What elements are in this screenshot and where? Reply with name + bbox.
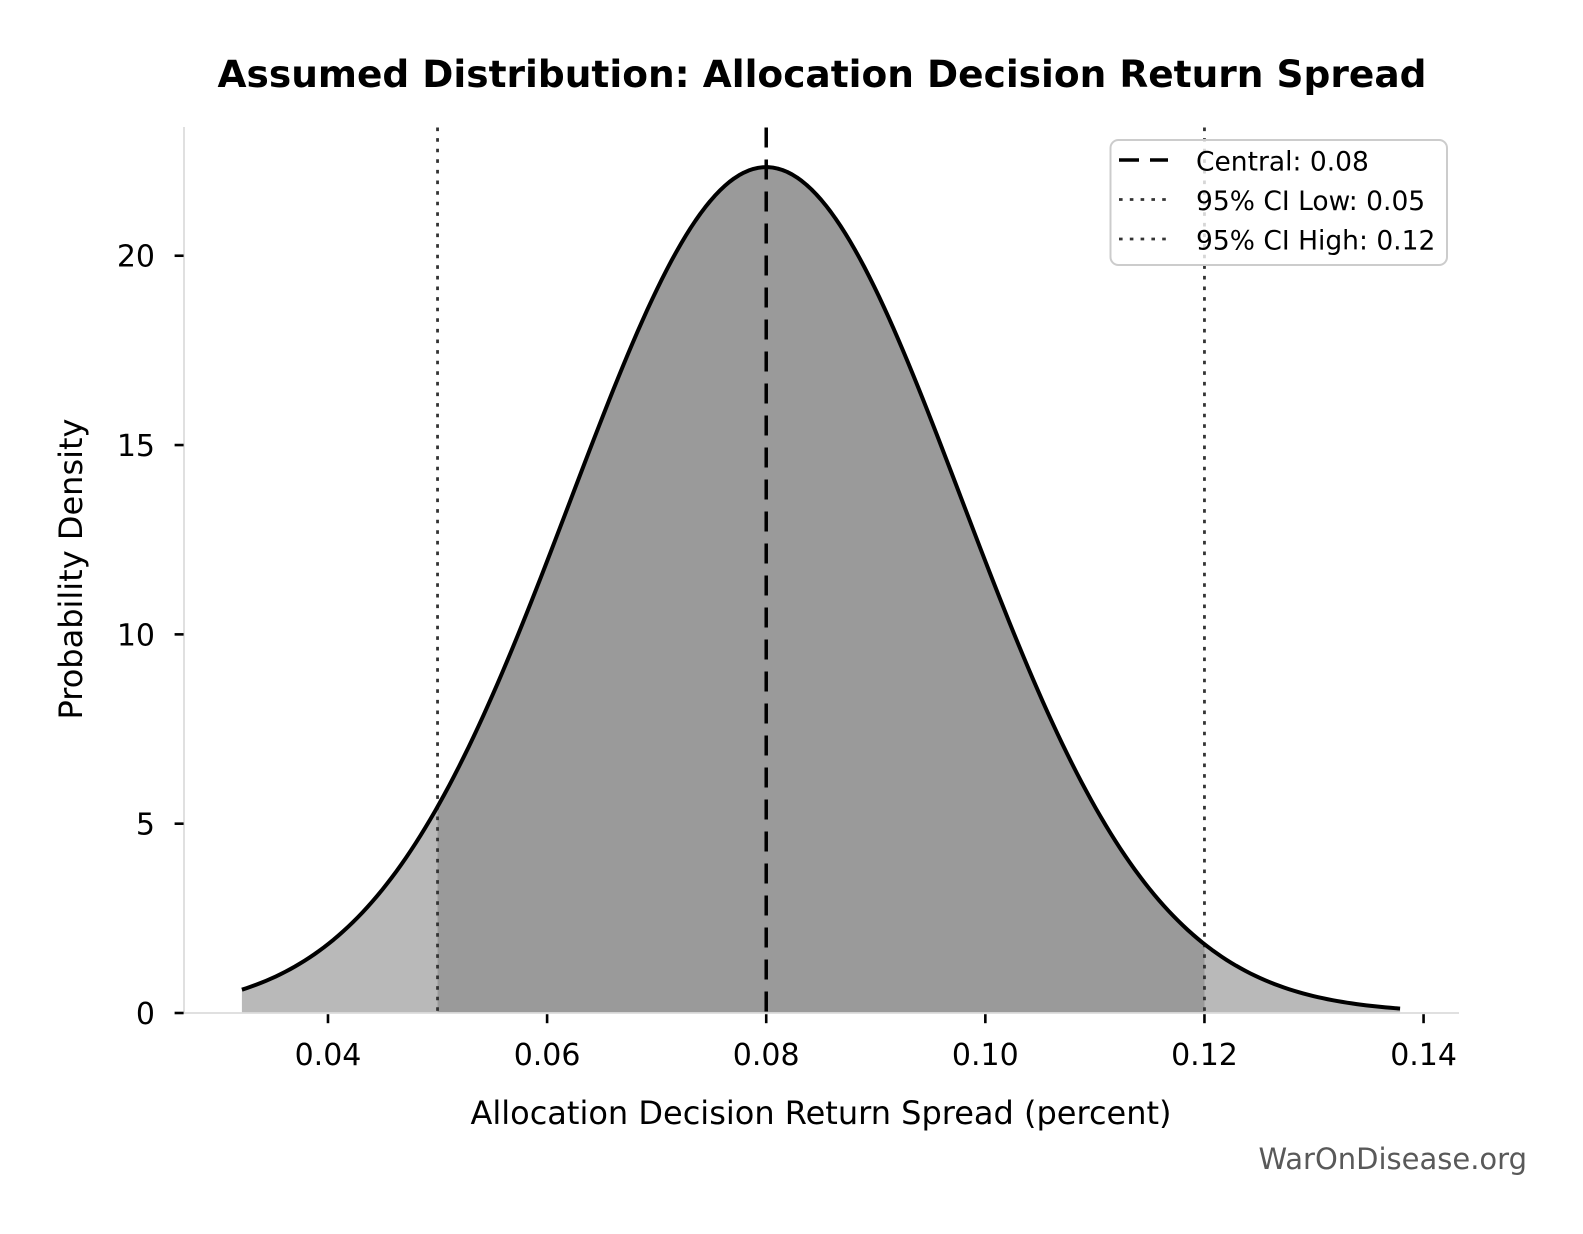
legend: Central: 0.08 95% CI Low: 0.05 95% CI Hi… [1109, 139, 1448, 266]
legend-samples [1119, 158, 1168, 241]
legend-label-ci-high: 95% CI High: 0.12 [1196, 226, 1435, 257]
y-tick-label: 15 [117, 429, 155, 464]
legend-label-central: Central: 0.08 [1196, 147, 1369, 178]
x-tick-label: 0.14 [1390, 1038, 1457, 1073]
x-tick-label: 0.04 [295, 1038, 362, 1073]
x-tick-label: 0.06 [514, 1038, 581, 1073]
legend-label-ci-low: 95% CI Low: 0.05 [1196, 186, 1425, 217]
density-curve [241, 165, 1401, 1011]
y-tick-label: 0 [136, 997, 155, 1032]
x-tick-label: 0.10 [952, 1038, 1019, 1073]
watermark: WarOnDisease.org [1258, 1142, 1527, 1176]
legend-box [1109, 139, 1448, 266]
y-tick-label: 20 [117, 240, 155, 275]
y-axis-label: Probability Density [52, 419, 90, 720]
y-tick-label: 5 [136, 808, 155, 843]
x-axis-label: Allocation Decision Return Spread (perce… [470, 1094, 1171, 1132]
x-tick-label: 0.08 [733, 1038, 800, 1073]
x-tick-label: 0.12 [1171, 1038, 1238, 1073]
y-tick-labels: 0 5 10 15 20 [117, 240, 155, 1032]
plot-layer [174, 127, 1459, 1024]
x-tick-labels: 0.04 0.06 0.08 0.10 0.12 0.14 [295, 1038, 1457, 1073]
y-tick-label: 10 [117, 618, 155, 653]
chart-title: Assumed Distribution: Allocation Decisio… [218, 52, 1427, 96]
density-fill-ci [437, 167, 1205, 1013]
